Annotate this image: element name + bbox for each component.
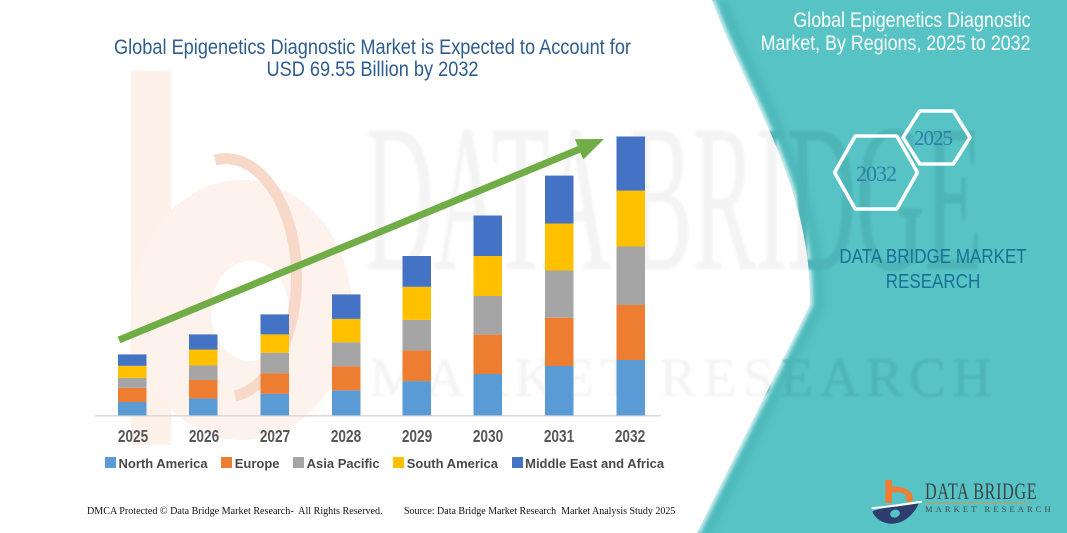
svg-text:MARKET RESEARCH: MARKET RESEARCH: [925, 504, 1054, 514]
svg-text:DATA BRIDGE: DATA BRIDGE: [925, 479, 1037, 504]
